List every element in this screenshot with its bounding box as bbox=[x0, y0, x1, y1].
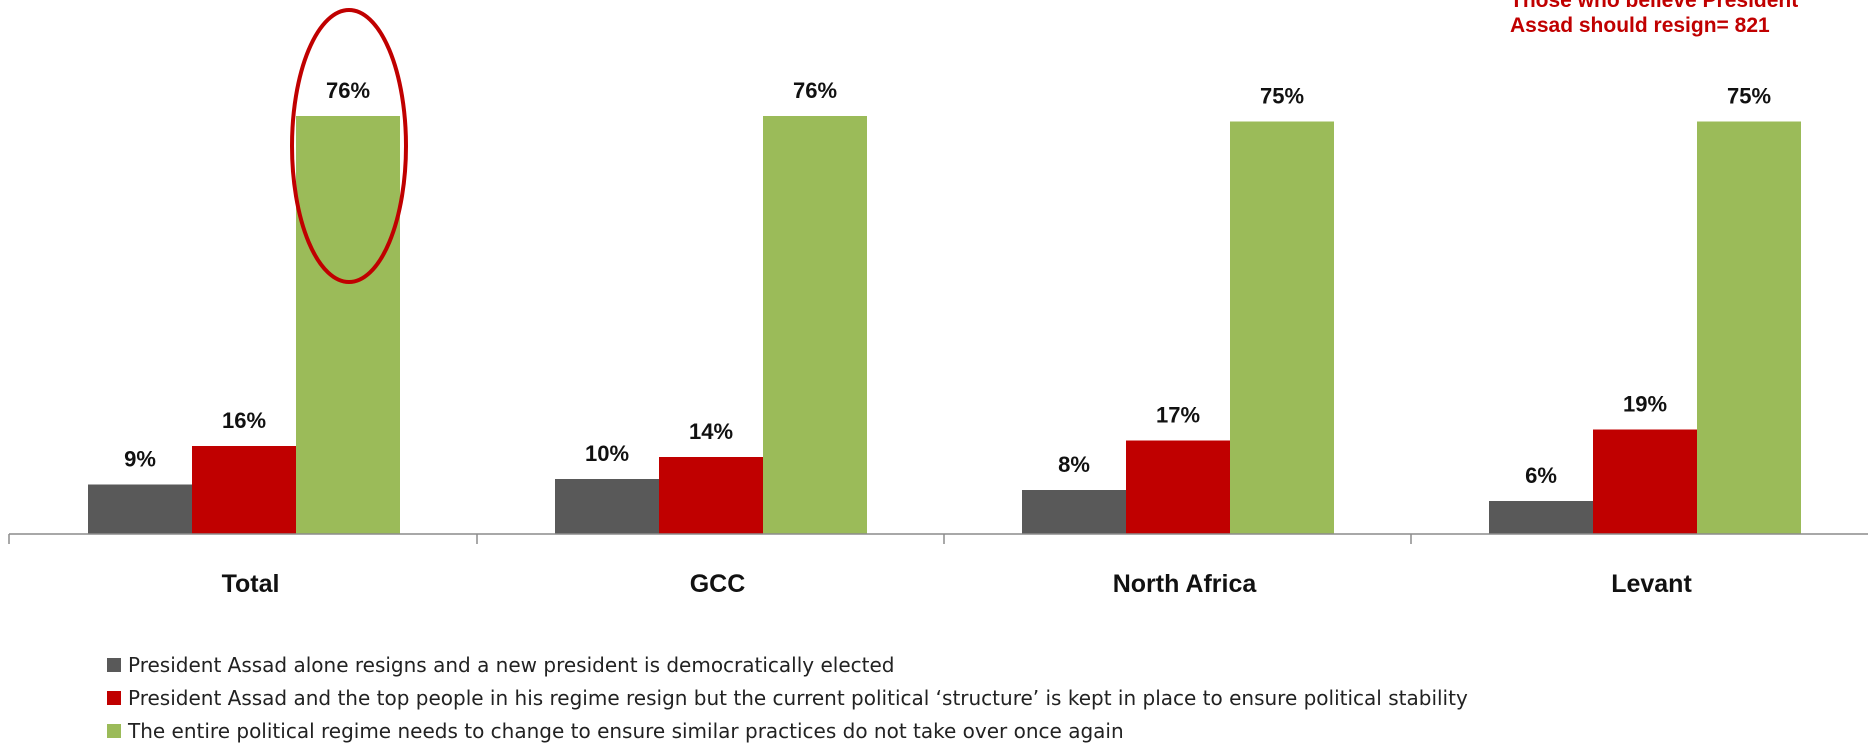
legend-label-3: The entire political regime needs to cha… bbox=[128, 718, 1124, 743]
sample-note-line-2: Assad should resign= 821 bbox=[1510, 14, 1770, 37]
data-label-gcc-series-2: 14% bbox=[689, 419, 733, 444]
bar-north-africa-series-2 bbox=[1126, 440, 1230, 534]
bar-north-africa-series-1 bbox=[1022, 490, 1126, 534]
bar-total-series-2 bbox=[192, 446, 296, 534]
data-label-north-africa-series-2: 17% bbox=[1156, 403, 1200, 428]
legend-item-1: President Assad alone resigns and a new … bbox=[107, 648, 1468, 681]
data-label-gcc-series-1: 10% bbox=[585, 441, 629, 466]
data-labels-layer: 9% 16% 76% 10% 14% 76% 8% 17% 75% 6% 19% 75% bbox=[124, 78, 1771, 488]
sample-note: Those who believe President Assad should… bbox=[1510, 0, 1798, 38]
category-label-levant: Levant bbox=[1611, 570, 1692, 598]
data-label-levant-series-2: 19% bbox=[1623, 392, 1667, 417]
bar-gcc-series-3 bbox=[763, 116, 867, 534]
data-label-total-series-3: 76% bbox=[326, 78, 370, 103]
legend-item-3: The entire political regime needs to cha… bbox=[107, 714, 1468, 747]
data-label-total-series-2: 16% bbox=[222, 408, 266, 433]
x-axis bbox=[8, 533, 1868, 544]
legend: President Assad alone resigns and a new … bbox=[107, 648, 1468, 747]
data-label-total-series-1: 9% bbox=[124, 447, 156, 472]
bar-north-africa-series-3 bbox=[1230, 121, 1334, 534]
bar-levant-series-2 bbox=[1593, 429, 1697, 534]
category-label-gcc: GCC bbox=[690, 570, 746, 598]
bars-layer bbox=[88, 116, 1801, 534]
highlight-ellipse bbox=[290, 8, 408, 284]
highlight-layer bbox=[290, 8, 408, 284]
legend-swatch-3 bbox=[107, 723, 121, 738]
category-labels-layer: Total GCC North Africa Levant bbox=[222, 570, 1693, 598]
category-label-total: Total bbox=[222, 570, 280, 598]
bar-chart: 9% 16% 76% 10% 14% 76% 8% 17% 75% 6% 19% 75% Total G… bbox=[8, 8, 1868, 598]
bar-total-series-1 bbox=[88, 484, 192, 534]
bar-levant-series-1 bbox=[1489, 501, 1593, 534]
data-label-gcc-series-3: 76% bbox=[793, 78, 837, 103]
category-label-north-africa: North Africa bbox=[1113, 570, 1258, 598]
bar-gcc-series-1 bbox=[555, 479, 659, 534]
legend-swatch-1 bbox=[107, 657, 121, 672]
legend-label-2: President Assad and the top people in hi… bbox=[128, 685, 1468, 710]
legend-label-1: President Assad alone resigns and a new … bbox=[128, 652, 895, 677]
legend-item-2: President Assad and the top people in hi… bbox=[107, 681, 1468, 714]
sample-note-line-1: Those who believe President bbox=[1510, 0, 1799, 12]
data-label-levant-series-1: 6% bbox=[1525, 463, 1557, 488]
data-label-north-africa-series-1: 8% bbox=[1058, 452, 1090, 477]
bar-levant-series-3 bbox=[1697, 121, 1801, 534]
bar-gcc-series-2 bbox=[659, 457, 763, 534]
bar-total-series-3 bbox=[296, 116, 400, 534]
data-label-levant-series-3: 75% bbox=[1727, 84, 1771, 109]
data-label-north-africa-series-3: 75% bbox=[1260, 84, 1304, 109]
legend-swatch-2 bbox=[107, 690, 121, 705]
